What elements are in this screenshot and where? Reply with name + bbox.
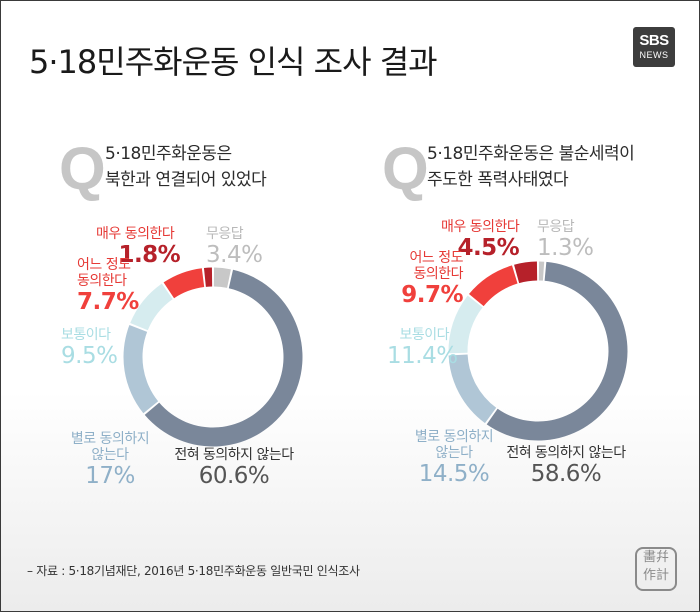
label-no-answer-right: 무응답 1.3% bbox=[537, 219, 594, 262]
logo-text-main: SBS bbox=[639, 32, 669, 49]
source-note: – 자료 : 5·18기념재단, 2016년 5·18민주화운동 일반국민 인식… bbox=[27, 564, 360, 578]
question-text-right: 5·18민주화운동은 불순세력이 주도한 폭력사태였다 bbox=[427, 141, 635, 193]
label-strongly-disagree-left: 전혀 동의하지 않는다 60.6% bbox=[159, 447, 309, 490]
donut-slice-no-answer-left bbox=[213, 267, 231, 288]
label-category: 보통이다 bbox=[61, 327, 111, 343]
donut-slice-somewhat-agree-right bbox=[469, 265, 518, 307]
label-disagree-left: 별로 동의하지 않는다 17% bbox=[65, 431, 155, 490]
sbs-news-logo: SBS NEWS bbox=[633, 27, 675, 67]
label-strongly-disagree-right: 전혀 동의하지 않는다 58.6% bbox=[491, 445, 641, 488]
label-category: 매우 동의한다 bbox=[441, 219, 520, 235]
label-category: 무응답 bbox=[537, 219, 575, 235]
question-line-1: 5·18민주화운동은 bbox=[105, 144, 232, 164]
donut-slice-disagree-right bbox=[448, 354, 497, 424]
page-title: 5·18민주화운동 인식 조사 결과 bbox=[29, 43, 438, 81]
donut-slice-disagree-left bbox=[123, 325, 159, 414]
label-strongly-agree-right: 매우 동의한다 4.5% bbox=[441, 219, 520, 262]
question-line-2: 주도한 폭력사태였다 bbox=[427, 170, 569, 190]
question-line-1: 5·18민주화운동은 불순세력이 bbox=[427, 144, 635, 164]
label-neutral-left: 보통이다 9.5% bbox=[61, 327, 118, 370]
donut-slice-strongly-disagree-right bbox=[486, 261, 628, 441]
label-no-answer-left: 무응답 3.4% bbox=[206, 226, 263, 269]
label-value: 58.6% bbox=[530, 461, 602, 488]
label-value: 4.5% bbox=[457, 235, 520, 262]
question-line-2: 북한과 연결되어 있었다 bbox=[105, 170, 267, 190]
label-category: 별로 동의하지 않는다 bbox=[70, 431, 150, 464]
label-somewhat-agree-right: 어느 정도 동의한다 9.7% bbox=[399, 250, 463, 309]
label-category: 보통이다 bbox=[399, 327, 449, 343]
label-category: 별로 동의하지 않는다 bbox=[414, 429, 494, 462]
logo-text-sub: NEWS bbox=[639, 50, 669, 60]
label-category: 매우 동의한다 bbox=[96, 226, 175, 242]
donut-slice-neutral-right bbox=[448, 295, 483, 354]
donut-slice-no-answer-right bbox=[538, 261, 545, 281]
label-disagree-right: 별로 동의하지 않는다 14.5% bbox=[409, 429, 499, 488]
label-value: 9.5% bbox=[61, 343, 118, 370]
question-text-left: 5·18민주화운동은 북한과 연결되어 있었다 bbox=[105, 141, 267, 193]
label-strongly-agree-left: 매우 동의한다 1.8% bbox=[96, 226, 181, 269]
label-value: 1.8% bbox=[118, 242, 181, 269]
label-value: 1.3% bbox=[537, 235, 594, 262]
donut-slice-somewhat-agree-left bbox=[163, 268, 205, 299]
question-mark-left: Q bbox=[59, 135, 106, 202]
donut-slice-strongly-agree-left bbox=[203, 267, 213, 287]
label-value: 60.6% bbox=[198, 463, 270, 490]
artist-seal-stamp: 畵幷 作計 bbox=[635, 547, 677, 591]
label-somewhat-agree-left: 어느 정도 동의한다 7.7% bbox=[77, 257, 139, 316]
label-neutral-right: 보통이다 11.4% bbox=[387, 327, 458, 370]
label-category: 전혀 동의하지 않는다 bbox=[174, 447, 294, 463]
label-value: 3.4% bbox=[206, 242, 263, 269]
label-category: 무응답 bbox=[206, 226, 244, 242]
label-value: 7.7% bbox=[77, 289, 139, 316]
label-category: 어느 정도 동의한다 bbox=[409, 250, 464, 283]
question-mark-right: Q bbox=[382, 135, 429, 202]
label-value: 17% bbox=[85, 463, 135, 490]
donut-slice-strongly-agree-right bbox=[514, 261, 538, 284]
donut-slice-strongly-disagree-left bbox=[144, 269, 303, 447]
donut-slice-neutral-left bbox=[130, 283, 173, 331]
label-value: 14.5% bbox=[418, 461, 490, 488]
label-value: 11.4% bbox=[387, 343, 458, 370]
label-category: 어느 정도 동의한다 bbox=[77, 257, 131, 290]
label-value: 9.7% bbox=[401, 282, 463, 309]
label-category: 전혀 동의하지 않는다 bbox=[506, 445, 626, 461]
